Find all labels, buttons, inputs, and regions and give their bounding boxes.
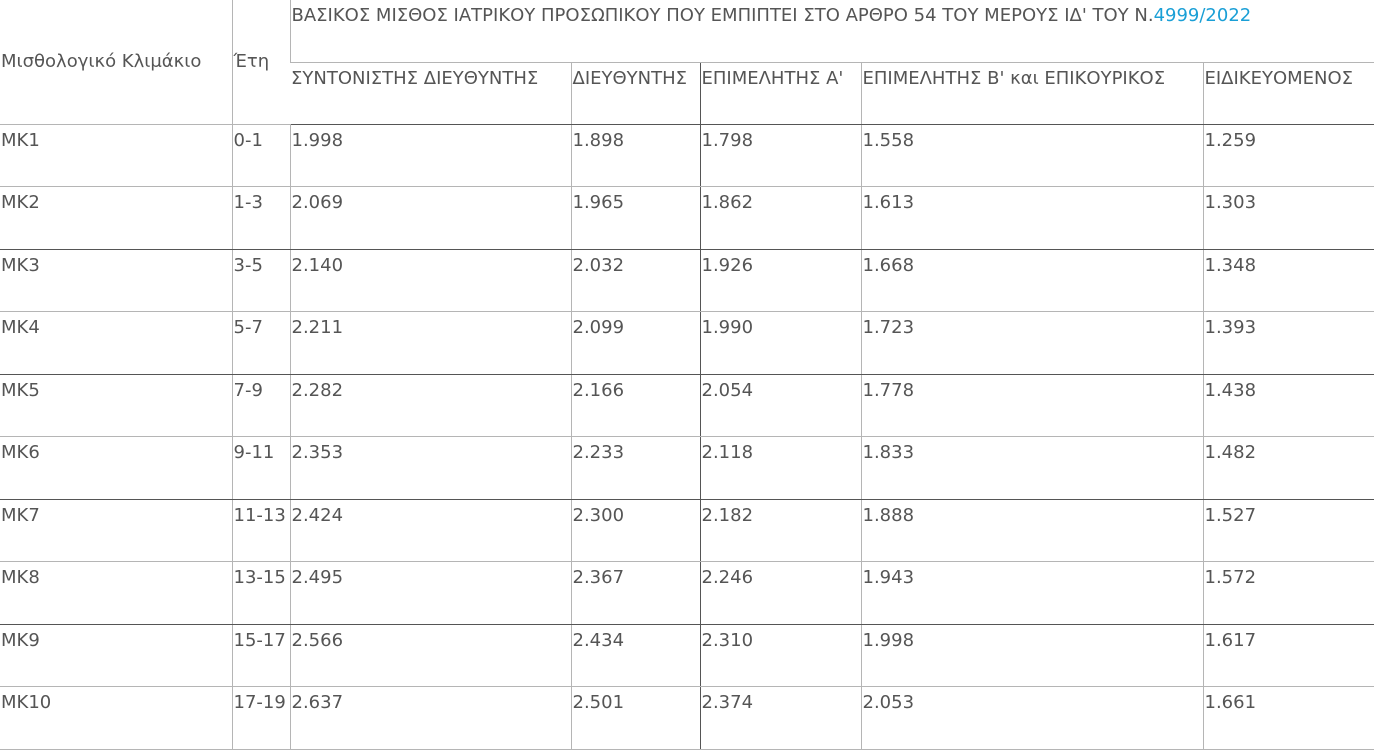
scale-cell: ΜΚ1: [0, 124, 232, 187]
value-cell-eidikevomenos: 1.572: [1202, 561, 1374, 625]
scale-cell: ΜΚ8: [0, 561, 232, 625]
scale-cell: ΜΚ5: [0, 374, 232, 437]
years-cell: 9-11: [231, 436, 290, 500]
value-cell-epimelitis-a: 2.118: [699, 436, 861, 500]
table-row: ΜΚ2 1-3 2.069 1.965 1.862 1.613 1.303: [0, 186, 1374, 250]
value-cell-diefthyntis: 1.965: [570, 186, 700, 250]
value-cell-diefthyntis: 2.233: [570, 436, 700, 500]
value-cell-epimelitis-a: 2.246: [699, 561, 861, 625]
value-cell-epimelitis-b: 1.723: [860, 311, 1203, 375]
value-cell-syntonistis: 2.353: [289, 436, 571, 500]
scale-cell: ΜΚ3: [0, 249, 232, 312]
value-cell-syntonistis: 2.069: [289, 186, 571, 250]
header-title-text: ΒΑΣΙΚΟΣ ΜΙΣΘΟΣ ΙΑΤΡΙΚΟΥ ΠΡΟΣΩΠΙΚΟΥ ΠΟΥ Ε…: [291, 5, 1154, 26]
value-cell-eidikevomenos: 1.393: [1202, 311, 1374, 375]
value-cell-epimelitis-a: 2.182: [699, 499, 861, 562]
years-cell: 17-19: [231, 686, 290, 750]
value-cell-diefthyntis: 2.300: [570, 499, 700, 562]
table-row: ΜΚ4 5-7 2.211 2.099 1.990 1.723 1.393: [0, 311, 1374, 375]
value-cell-eidikevomenos: 1.259: [1202, 124, 1374, 187]
table-row: ΜΚ3 3-5 2.140 2.032 1.926 1.668 1.348: [0, 249, 1374, 312]
years-cell: 1-3: [231, 186, 290, 250]
value-cell-eidikevomenos: 1.348: [1202, 249, 1374, 312]
value-cell-epimelitis-b: 1.558: [860, 124, 1203, 187]
value-cell-syntonistis: 2.424: [289, 499, 571, 562]
header-title-cell: ΒΑΣΙΚΟΣ ΜΙΣΘΟΣ ΙΑΤΡΙΚΟΥ ΠΡΟΣΩΠΙΚΟΥ ΠΟΥ Ε…: [289, 0, 1374, 63]
column-header-syntonistis: ΣΥΝΤΟΝΙΣΤΗΣ ΔΙΕΥΘΥΝΤΗΣ: [290, 62, 571, 125]
value-cell-diefthyntis: 2.367: [570, 561, 700, 625]
value-cell-epimelitis-b: 1.778: [860, 374, 1203, 437]
value-cell-syntonistis: 2.140: [289, 249, 571, 312]
column-header-diefthyntis: ΔΙΕΥΘΥΝΤΗΣ: [570, 62, 700, 125]
value-cell-epimelitis-b: 1.833: [860, 436, 1203, 500]
table-row: ΜΚ9 15-17 2.566 2.434 2.310 1.998 1.617: [0, 624, 1374, 687]
table-row: ΜΚ5 7-9 2.282 2.166 2.054 1.778 1.438: [0, 374, 1374, 437]
table-row: ΜΚ8 13-15 2.495 2.367 2.246 1.943 1.572: [0, 561, 1374, 625]
value-cell-epimelitis-b: 2.053: [860, 686, 1203, 750]
value-cell-syntonistis: 1.998: [289, 124, 571, 187]
value-cell-syntonistis: 2.637: [289, 686, 571, 750]
scale-cell: ΜΚ4: [0, 311, 232, 375]
scale-cell: ΜΚ10: [0, 686, 232, 750]
scale-cell: ΜΚ6: [0, 436, 232, 500]
value-cell-epimelitis-a: 1.926: [699, 249, 861, 312]
value-cell-epimelitis-a: 2.310: [699, 624, 861, 687]
years-cell: 15-17: [231, 624, 290, 687]
value-cell-eidikevomenos: 1.438: [1202, 374, 1374, 437]
value-cell-diefthyntis: 1.898: [570, 124, 700, 187]
scale-cell: ΜΚ2: [0, 186, 232, 250]
years-cell: 3-5: [231, 249, 290, 312]
value-cell-diefthyntis: 2.434: [570, 624, 700, 687]
header-row-title: Μισθολογικό Κλιμάκιο Έτη ΒΑΣΙΚΟΣ ΜΙΣΘΟΣ …: [0, 0, 1374, 125]
table-row: ΜΚ10 17-19 2.637 2.501 2.374 2.053 1.661: [0, 686, 1374, 750]
header-years-cell: Έτη: [231, 0, 290, 125]
value-cell-epimelitis-a: 1.798: [699, 124, 861, 187]
column-header-epimelitis-b: ΕΠΙΜΕΛΗΤΗΣ Β' και ΕΠΙΚΟΥΡΙΚΟΣ: [860, 62, 1203, 125]
scale-cell: ΜΚ9: [0, 624, 232, 687]
value-cell-epimelitis-b: 1.943: [860, 561, 1203, 625]
years-cell: 13-15: [231, 561, 290, 625]
value-cell-diefthyntis: 2.166: [570, 374, 700, 437]
value-cell-eidikevomenos: 1.303: [1202, 186, 1374, 250]
header-scale-cell: Μισθολογικό Κλιμάκιο: [0, 0, 232, 125]
value-cell-syntonistis: 2.495: [289, 561, 571, 625]
value-cell-diefthyntis: 2.501: [570, 686, 700, 750]
value-cell-epimelitis-b: 1.998: [860, 624, 1203, 687]
header-scale-label: Μισθολογικό Κλιμάκιο: [1, 50, 202, 72]
law-link[interactable]: 4999/2022: [1153, 5, 1252, 26]
column-header-epimelitis-a: ΕΠΙΜΕΛΗΤΗΣ Α': [699, 62, 861, 125]
scale-cell: ΜΚ7: [0, 499, 232, 562]
years-cell: 5-7: [231, 311, 290, 375]
table-row: ΜΚ7 11-13 2.424 2.300 2.182 1.888 1.527: [0, 499, 1374, 562]
table-row: ΜΚ1 0-1 1.998 1.898 1.798 1.558 1.259: [0, 124, 1374, 187]
value-cell-epimelitis-b: 1.668: [860, 249, 1203, 312]
table-row: ΜΚ6 9-11 2.353 2.233 2.118 1.833 1.482: [0, 436, 1374, 500]
value-cell-epimelitis-b: 1.613: [860, 186, 1203, 250]
value-cell-epimelitis-a: 1.990: [699, 311, 861, 375]
value-cell-epimelitis-a: 1.862: [699, 186, 861, 250]
value-cell-eidikevomenos: 1.661: [1202, 686, 1374, 750]
value-cell-eidikevomenos: 1.482: [1202, 436, 1374, 500]
header-years-label: Έτη: [233, 50, 270, 72]
years-cell: 0-1: [231, 124, 290, 187]
header-row-columns: ΣΥΝΤΟΝΙΣΤΗΣ ΔΙΕΥΘΥΝΤΗΣ ΔΙΕΥΘΥΝΤΗΣ ΕΠΙΜΕΛ…: [0, 62, 1374, 125]
value-cell-eidikevomenos: 1.617: [1202, 624, 1374, 687]
value-cell-epimelitis-a: 2.054: [699, 374, 861, 437]
value-cell-eidikevomenos: 1.527: [1202, 499, 1374, 562]
value-cell-syntonistis: 2.566: [289, 624, 571, 687]
value-cell-epimelitis-b: 1.888: [860, 499, 1203, 562]
years-cell: 11-13: [231, 499, 290, 562]
value-cell-epimelitis-a: 2.374: [699, 686, 861, 750]
value-cell-diefthyntis: 2.099: [570, 311, 700, 375]
value-cell-diefthyntis: 2.032: [570, 249, 700, 312]
value-cell-syntonistis: 2.211: [289, 311, 571, 375]
years-cell: 7-9: [231, 374, 290, 437]
column-header-eidikevomenos: ΕΙΔΙΚΕΥΟΜΕΝΟΣ: [1202, 62, 1374, 125]
value-cell-syntonistis: 2.282: [289, 374, 571, 437]
